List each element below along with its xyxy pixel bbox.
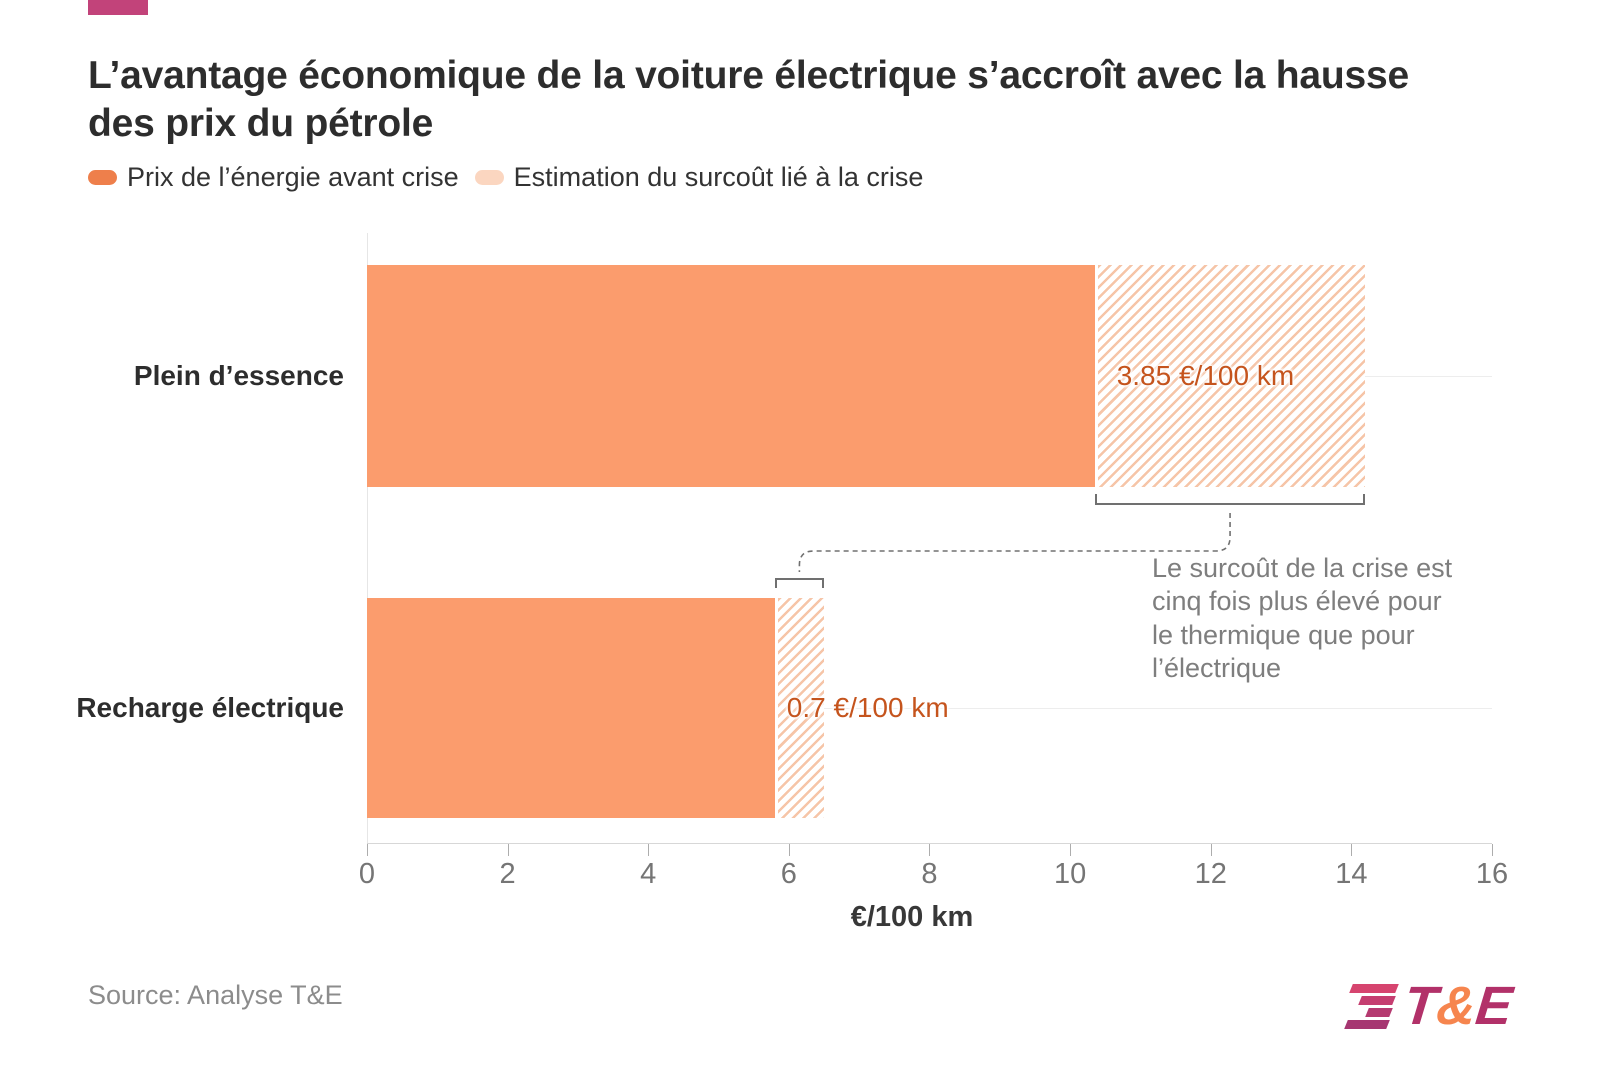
legend-swatch-surcharge <box>474 170 504 185</box>
x-axis-tick <box>1070 844 1072 856</box>
bracket-electrique-surcharge <box>774 578 824 588</box>
gridline-recharge-electrique <box>367 708 1492 709</box>
y-axis-zero-line <box>367 233 368 843</box>
x-axis-tick-label: 16 <box>1475 858 1509 890</box>
legend-item-surcharge: Estimation du surcoût lié à la crise <box>474 162 924 193</box>
category-label-plein-essence: Plein d’essence <box>133 360 344 391</box>
annotation-note: Le surcoût de la crise est cinq fois plu… <box>1152 553 1453 684</box>
x-axis-title: €/100 km <box>850 901 974 933</box>
legend: Prix de l’énergie avant crise Estimation… <box>88 162 923 193</box>
source-text: Source: Analyse T&E <box>88 980 343 1010</box>
legend-swatch-pre-crisis <box>88 170 117 185</box>
bar-segment-pre-crisis-essence <box>367 265 1095 487</box>
x-axis-tick-label: 12 <box>1194 858 1227 890</box>
x-axis-tick-label: 0 <box>358 858 376 890</box>
te-logo-text: T&E <box>1401 976 1516 1036</box>
bar-segment-surcharge-electrique <box>774 598 824 818</box>
x-axis-tick <box>1210 844 1212 856</box>
value-label-essence-surcharge: 3.85 €/100 km <box>1116 360 1295 391</box>
bar-segment-surcharge-essence <box>1094 265 1366 487</box>
x-axis-tick <box>788 844 790 856</box>
chart-title: L’avantage économique de la voiture élec… <box>88 54 1410 145</box>
logo-stripe <box>1358 995 1396 1005</box>
x-axis-tick-label: 4 <box>640 858 657 890</box>
value-label-electrique-surcharge: 0.7 €/100 km <box>786 692 949 723</box>
x-axis-tick-label: 14 <box>1335 858 1368 890</box>
x-axis-line <box>367 843 1492 844</box>
x-axis-tick-label: 2 <box>499 858 516 890</box>
category-label-recharge-electrique: Recharge électrique <box>76 692 344 723</box>
x-axis-tick-label: 10 <box>1053 858 1087 890</box>
legend-label-pre-crisis: Prix de l’énergie avant crise <box>127 162 459 192</box>
x-axis-tick <box>929 844 931 856</box>
te-logo-stripes-icon <box>1344 983 1399 1029</box>
x-axis-tick <box>648 844 650 856</box>
legend-item-pre-crisis: Prix de l’énergie avant crise <box>88 162 459 193</box>
logo-stripe <box>1365 1007 1393 1017</box>
legend-label-surcharge: Estimation du surcoût lié à la crise <box>513 162 924 192</box>
bar-segment-pre-crisis-electrique <box>367 598 775 818</box>
x-axis-tick <box>507 844 509 856</box>
x-axis-tick <box>367 844 368 856</box>
te-logo: T&E <box>1344 976 1516 1036</box>
logo-stripe <box>1344 1019 1390 1029</box>
x-axis-tick <box>1351 844 1353 856</box>
logo-letter-amp: & <box>1433 976 1480 1036</box>
brand-flag <box>88 0 148 15</box>
bracket-essence-surcharge <box>1094 494 1366 505</box>
x-axis-tick <box>1491 844 1493 856</box>
x-axis-tick-label: 8 <box>921 858 938 890</box>
logo-stripe <box>1349 983 1399 993</box>
x-axis-tick-label: 6 <box>780 858 797 890</box>
logo-letter-e: E <box>1472 976 1516 1036</box>
